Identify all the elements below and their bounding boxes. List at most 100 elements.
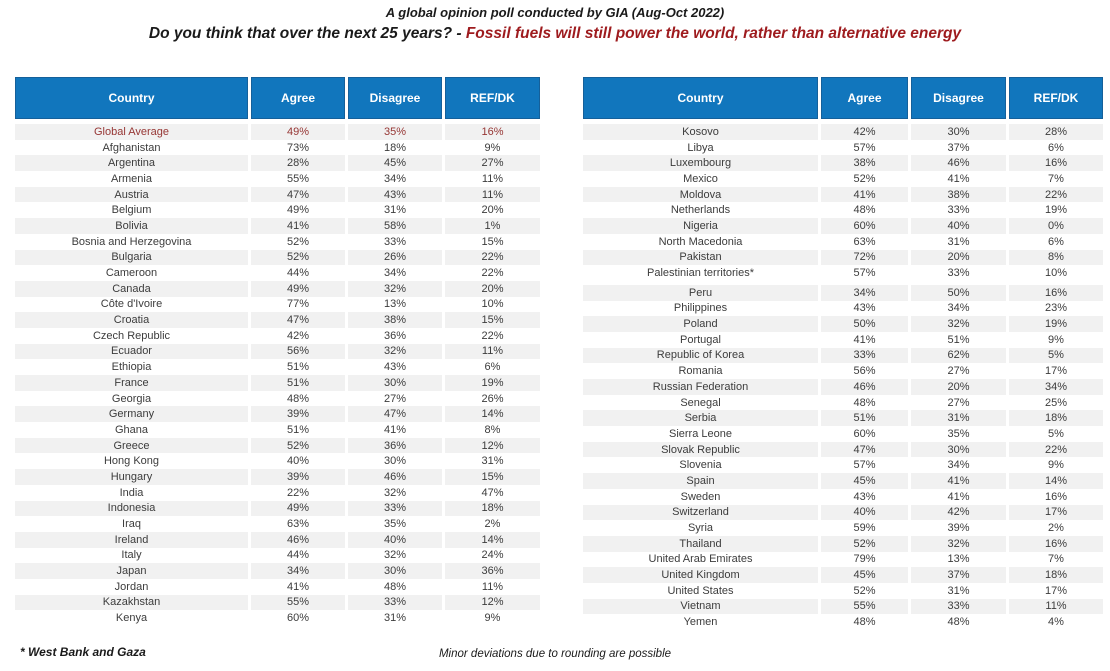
value-cell: 79% bbox=[821, 551, 908, 568]
column-header-refdk: REF/DK bbox=[1009, 77, 1103, 119]
country-cell: Bolivia bbox=[15, 218, 248, 234]
value-cell: 16% bbox=[1009, 535, 1103, 552]
country-cell: Sierra Leone bbox=[583, 426, 818, 442]
table-row: Serbia 51% 31% 18% bbox=[583, 410, 1103, 427]
country-cell: Croatia bbox=[15, 312, 248, 328]
table-row: Yemen 48% 48% 4% bbox=[583, 614, 1103, 630]
country-cell: Iraq bbox=[15, 516, 248, 532]
table-row: Armenia 55% 34% 11% bbox=[15, 171, 540, 187]
table-row: Romania 56% 27% 17% bbox=[583, 363, 1103, 379]
value-cell: 23% bbox=[1009, 300, 1103, 317]
table-row: Iraq 63% 35% 2% bbox=[15, 516, 540, 532]
value-cell: 34% bbox=[821, 284, 908, 301]
value-cell: 31% bbox=[911, 233, 1006, 250]
value-cell: 11% bbox=[445, 343, 540, 360]
value-cell: 50% bbox=[821, 316, 908, 332]
country-cell: Portugal bbox=[583, 331, 818, 348]
value-cell: 22% bbox=[1009, 441, 1103, 458]
value-cell: 48% bbox=[348, 578, 442, 595]
value-cell: 34% bbox=[1009, 379, 1103, 395]
value-cell: 45% bbox=[348, 155, 442, 172]
value-cell: 22% bbox=[445, 327, 540, 344]
country-cell: Czech Republic bbox=[15, 327, 248, 344]
table-row: Global Average 49% 35% 16% bbox=[15, 124, 540, 140]
table-row: Moldova 41% 38% 22% bbox=[583, 186, 1103, 203]
country-cell: Jordan bbox=[15, 578, 248, 595]
footnote-west-bank: * West Bank and Gaza bbox=[20, 645, 146, 659]
value-cell: 45% bbox=[821, 567, 908, 583]
value-cell: 55% bbox=[251, 171, 345, 187]
value-cell: 55% bbox=[251, 594, 345, 611]
value-cell: 46% bbox=[348, 469, 442, 485]
country-cell: Belgium bbox=[15, 202, 248, 219]
country-cell: Sweden bbox=[583, 488, 818, 505]
value-cell: 57% bbox=[821, 457, 908, 474]
value-cell: 30% bbox=[348, 563, 442, 579]
value-cell: 52% bbox=[821, 171, 908, 187]
value-cell: 48% bbox=[821, 202, 908, 219]
value-cell: 32% bbox=[348, 280, 442, 297]
table-row: Ireland 46% 40% 14% bbox=[15, 531, 540, 548]
value-cell: 33% bbox=[348, 500, 442, 517]
country-cell: Ecuador bbox=[15, 343, 248, 360]
value-cell: 20% bbox=[911, 249, 1006, 266]
value-cell: 13% bbox=[911, 551, 1006, 568]
table-row: Mexico 52% 41% 7% bbox=[583, 171, 1103, 187]
table-row: Republic of Korea 33% 62% 5% bbox=[583, 347, 1103, 364]
country-cell: Luxembourg bbox=[583, 155, 818, 172]
country-cell: Global Average bbox=[15, 124, 248, 140]
table-header-row: Country Agree Disagree REF/DK bbox=[15, 77, 540, 119]
country-cell: Bulgaria bbox=[15, 249, 248, 266]
table-row: Luxembourg 38% 46% 16% bbox=[583, 155, 1103, 172]
column-header-country: Country bbox=[583, 77, 818, 119]
value-cell: 19% bbox=[1009, 316, 1103, 332]
value-cell: 27% bbox=[348, 390, 442, 407]
table-row: Hungary 39% 46% 15% bbox=[15, 469, 540, 485]
table-row: Ethiopia 51% 43% 6% bbox=[15, 359, 540, 375]
country-cell: Ireland bbox=[15, 531, 248, 548]
value-cell: 47% bbox=[251, 186, 345, 203]
country-cell: Kenya bbox=[15, 610, 248, 626]
country-cell: Afghanistan bbox=[15, 139, 248, 156]
value-cell: 39% bbox=[251, 406, 345, 423]
value-cell: 26% bbox=[445, 390, 540, 407]
table-row: Netherlands 48% 33% 19% bbox=[583, 202, 1103, 219]
column-header-refdk: REF/DK bbox=[445, 77, 540, 119]
value-cell: 22% bbox=[1009, 186, 1103, 203]
value-cell: 31% bbox=[445, 453, 540, 470]
country-cell: Peru bbox=[583, 284, 818, 301]
country-cell: Republic of Korea bbox=[583, 347, 818, 364]
value-cell: 35% bbox=[348, 124, 442, 140]
value-cell: 38% bbox=[821, 155, 908, 172]
table-row: Afghanistan 73% 18% 9% bbox=[15, 139, 540, 156]
table-row: Germany 39% 47% 14% bbox=[15, 406, 540, 423]
value-cell: 44% bbox=[251, 265, 345, 281]
country-cell: North Macedonia bbox=[583, 233, 818, 250]
country-cell: Russian Federation bbox=[583, 379, 818, 395]
table-row: Syria 59% 39% 2% bbox=[583, 520, 1103, 536]
value-cell: 16% bbox=[1009, 488, 1103, 505]
value-cell: 46% bbox=[911, 155, 1006, 172]
column-header-country: Country bbox=[15, 77, 248, 119]
table-row: Ghana 51% 41% 8% bbox=[15, 422, 540, 438]
table-row: United Arab Emirates 79% 13% 7% bbox=[583, 551, 1103, 568]
value-cell: 73% bbox=[251, 139, 345, 156]
value-cell: 2% bbox=[445, 516, 540, 532]
value-cell: 34% bbox=[911, 300, 1006, 317]
value-cell: 39% bbox=[251, 469, 345, 485]
value-cell: 43% bbox=[348, 186, 442, 203]
country-cell: Italy bbox=[15, 547, 248, 564]
column-header-disagree: Disagree bbox=[911, 77, 1006, 119]
value-cell: 6% bbox=[1009, 233, 1103, 250]
value-cell: 10% bbox=[445, 296, 540, 313]
value-cell: 36% bbox=[348, 437, 442, 454]
value-cell: 43% bbox=[821, 488, 908, 505]
table-row: Spain 45% 41% 14% bbox=[583, 473, 1103, 489]
value-cell: 55% bbox=[821, 598, 908, 615]
column-header-agree: Agree bbox=[251, 77, 345, 119]
footnote-rounding: Minor deviations due to rounding are pos… bbox=[438, 648, 672, 660]
value-cell: 34% bbox=[251, 563, 345, 579]
value-cell: 51% bbox=[911, 331, 1006, 348]
value-cell: 62% bbox=[911, 347, 1006, 364]
value-cell: 32% bbox=[348, 547, 442, 564]
